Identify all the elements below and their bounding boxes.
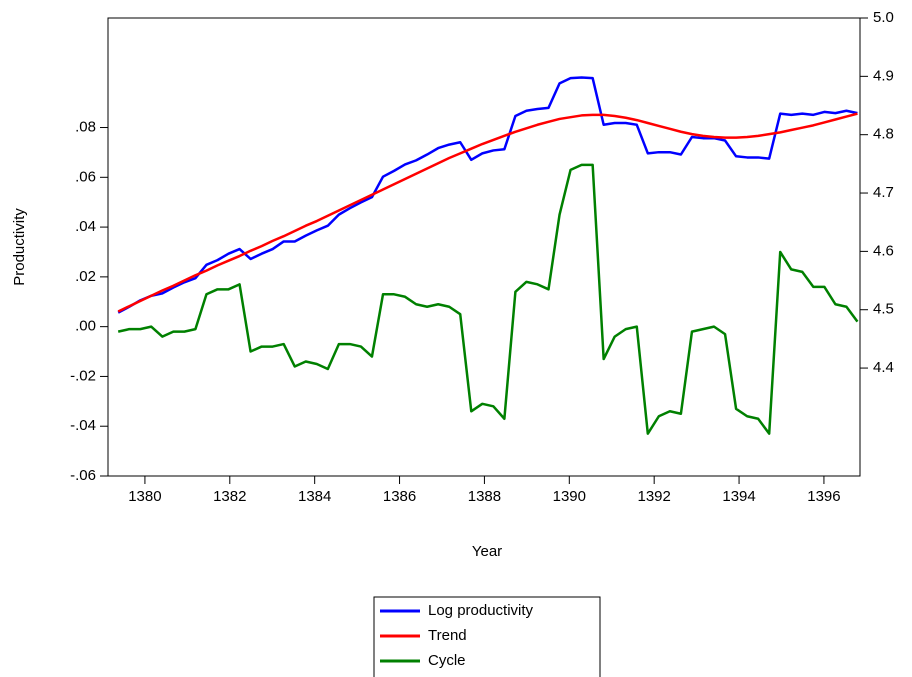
x-tick-label: 1388 bbox=[468, 488, 501, 505]
x-tick-label: 1380 bbox=[128, 488, 161, 505]
y2-tick-label: 4.5 bbox=[873, 301, 894, 318]
x-tick-label: 1384 bbox=[298, 488, 331, 505]
y-tick-label: -.06 bbox=[70, 467, 96, 484]
y-tick-label: .06 bbox=[75, 168, 96, 185]
x-tick-label: 1396 bbox=[807, 488, 840, 505]
x-tick-label: 1390 bbox=[553, 488, 586, 505]
series-line bbox=[117, 163, 859, 435]
y2-tick-label: 4.9 bbox=[873, 67, 894, 84]
y-tick-label: .00 bbox=[75, 318, 96, 335]
y2-tick-label: 4.8 bbox=[873, 126, 894, 143]
y-tick-label: .04 bbox=[75, 218, 96, 235]
x-tick-label: 1386 bbox=[383, 488, 416, 505]
y2-tick-label: 4.6 bbox=[873, 242, 894, 259]
legend-label: Cycle bbox=[428, 652, 466, 669]
y-tick-label: -.02 bbox=[70, 367, 96, 384]
y-tick-label: .02 bbox=[75, 268, 96, 285]
legend-label: Log productivity bbox=[428, 602, 534, 619]
y2-tick-label: 5.0 bbox=[873, 9, 894, 26]
legend-label: Trend bbox=[428, 627, 467, 644]
x-tick-label: 1394 bbox=[722, 488, 755, 505]
y-tick-label: -.04 bbox=[70, 417, 96, 434]
y2-tick-label: 4.7 bbox=[873, 184, 894, 201]
y-tick-label: .08 bbox=[75, 118, 96, 135]
series-line bbox=[117, 112, 858, 313]
x-tick-label: 1392 bbox=[637, 488, 670, 505]
y-axis-label: Productivity bbox=[11, 208, 28, 286]
series-line bbox=[117, 76, 858, 314]
plot-frame bbox=[107, 17, 861, 477]
x-axis-label: Year bbox=[472, 543, 502, 560]
x-tick-label: 1382 bbox=[213, 488, 246, 505]
y2-tick-label: 4.4 bbox=[873, 359, 894, 376]
